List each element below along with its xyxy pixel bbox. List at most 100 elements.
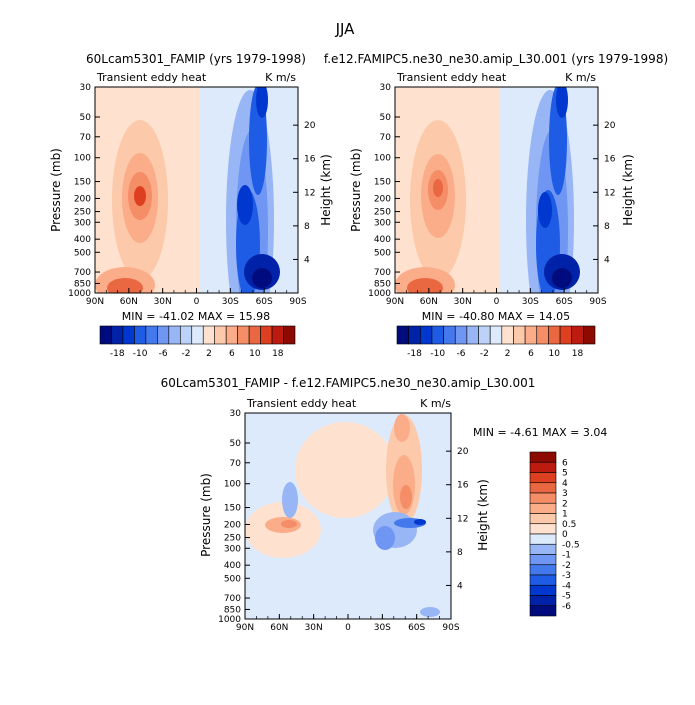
panel-a-ytick-label: 1000 [68,289,91,299]
panel-a-colorbar-box [202,325,216,345]
panel-b-colorbar-label: -18 [407,349,422,359]
panel-c-colorbar-box [529,513,557,525]
panel-b-rtick-label: 12 [604,188,615,198]
panel-b-colorbar-box [548,325,561,345]
panel-c-colorbar-label: -4 [562,581,571,591]
panel-c-subtitle-left: Transient eddy heat [246,397,357,410]
panel-c-colorbar-box [529,482,557,494]
panel-a-ytick-label: 30 [80,83,92,93]
panel-a-rtick-label: 12 [304,188,315,198]
panel-a-colorbar-box [225,325,238,345]
panel-b-subtitle-left: Transient eddy heat [396,71,507,84]
panel-c-title: 60Lcam5301_FAMIP - f.e12.FAMIPC5.ne30_ne… [161,376,536,390]
panel-c-ytick-label: 250 [224,534,241,544]
panel-b-contour-14 [556,87,568,118]
panel-c-colorbar-label: -0.5 [562,540,580,550]
panel-b-contour-11 [538,192,552,228]
panel-c-colorbar-label: 1 [562,510,568,520]
panel-b-colorbar-box [501,325,514,345]
panel-b-plot-area [395,87,598,293]
panel-c-colorbar-label: 3 [562,489,568,499]
panel-a-colorbar-box [248,325,261,345]
panel-b-contour-4 [433,179,443,197]
panel-a-ytick-label: 200 [74,194,91,204]
panel-a-colorbar-label: -10 [133,349,148,359]
panel-b-colorbar-box [466,325,479,345]
panel-c-xtick-label: 60N [270,623,288,633]
panel-a-colorbar-box [145,325,158,345]
panel-b-colorbar-label: 10 [549,349,561,359]
panel-c-colorbar-label: 5 [562,469,568,479]
panel-a-contour-13 [252,268,272,288]
panel-b-ticks: 90N 60N 30N 0 30S 60S 90S 30 50 70 100 150 200 250300… [368,83,616,307]
panel-c-contour-11 [375,526,395,550]
panel-b-colorbar-label: 2 [505,349,511,359]
panel-c-contour-14 [420,607,440,617]
panel-c-contour-9 [282,482,298,518]
panel-b-ylabel: Pressure (mb) [349,148,363,232]
panel-c-rtick-label: 16 [457,481,469,491]
panel-b-ytick-label: 200 [374,194,391,204]
panel-b-ytick-label: 700 [374,268,391,278]
figure-title: JJA [335,20,356,38]
panel-a-ytick-label: 500 [74,248,91,258]
panel-c-colorbar-box [529,595,557,607]
panel-c-colorbar-box [529,451,557,463]
panel-c-colorbar-label: 2 [562,499,568,509]
panel-c-contour-8 [400,485,412,509]
panel-c-colorbar-box [529,584,557,596]
panel-b-title: f.e12.FAMIPC5.ne30_ne30.amip_L30.001 (yr… [324,52,668,66]
panel-c-colorbar-box [529,472,557,484]
panel-b-colorbar-box [489,325,503,345]
panel-b-contour-6 [407,278,443,293]
panel-c-xtick-label: 90N [236,623,254,633]
panel-b-colorbar-box [419,325,433,345]
panel-a-xtick-label: 90N [86,297,104,307]
panel-c-ytick-label: 500 [224,574,241,584]
panel-b-xtick-label: 30N [454,297,472,307]
panel-a-xtick-label: 60S [256,297,273,307]
panel-b-colorbar-box [396,325,409,345]
panel-b-ylabel-right: Height (km) [621,154,635,225]
panel-b-colorbar-box [571,325,584,345]
panel-b-colorbar-label: 6 [528,349,534,359]
panel-c-colorbar-label: -6 [562,602,571,612]
panel-a-contour-14 [256,87,268,118]
panel-c-contour-5 [394,414,410,442]
panel-b-contour-13 [552,268,572,288]
panel-c-ytick-label: 1000 [218,615,241,625]
panel-c-subtitle-right: K m/s [420,397,451,410]
panel-a-xtick-label: 30S [222,297,239,307]
panel-a-colorbar: -18 -10 -6 -2 2 6 10 18 [99,325,296,359]
panel-c-colorbar-box [529,543,557,555]
panel-a: 60Lcam5301_FAMIP (yrs 1979-1998) Transie… [49,52,333,359]
panel-a-colorbar-box [134,325,147,345]
panel-a-colorbar-box [122,325,135,345]
panel-c-ytick-label: 150 [224,504,241,514]
panel-a-colorbar-box [214,325,227,345]
panel-c-ylabel-right: Height (km) [476,479,490,550]
panel-b-stats: MIN = -40.80 MAX = 14.05 [422,310,570,323]
panel-a-colorbar-box [179,325,193,345]
panel-c-colorbar-box [529,605,557,617]
panel-b-ytick-label: 400 [374,235,391,245]
panel-c-ytick-label: 30 [230,409,242,419]
panel-a-xtick-label: 60N [120,297,138,307]
panel-a-title: 60Lcam5301_FAMIP (yrs 1979-1998) [86,52,306,66]
panel-c-ytick-label: 400 [224,561,241,571]
panel-c-colorbar-label: -5 [562,592,571,602]
panel-c-contour-1 [295,422,395,518]
panel-c-colorbar-box [529,492,557,504]
panel-b-ytick-label: 100 [374,154,391,164]
panel-b-ytick-label: 1000 [368,289,391,299]
panel-a-rtick-label: 8 [304,222,310,232]
panel-b-ytick-label: 300 [374,218,391,228]
panel-a-colorbar-box [260,325,273,345]
panel-a-colorbar-box [271,325,284,345]
panel-b-colorbar-box [408,325,421,345]
panel-b-colorbar-box [524,325,538,345]
panel-a-plot-area [95,87,298,293]
panel-a-rtick-label: 20 [304,121,316,131]
panel-b-colorbar-label: -10 [430,349,445,359]
